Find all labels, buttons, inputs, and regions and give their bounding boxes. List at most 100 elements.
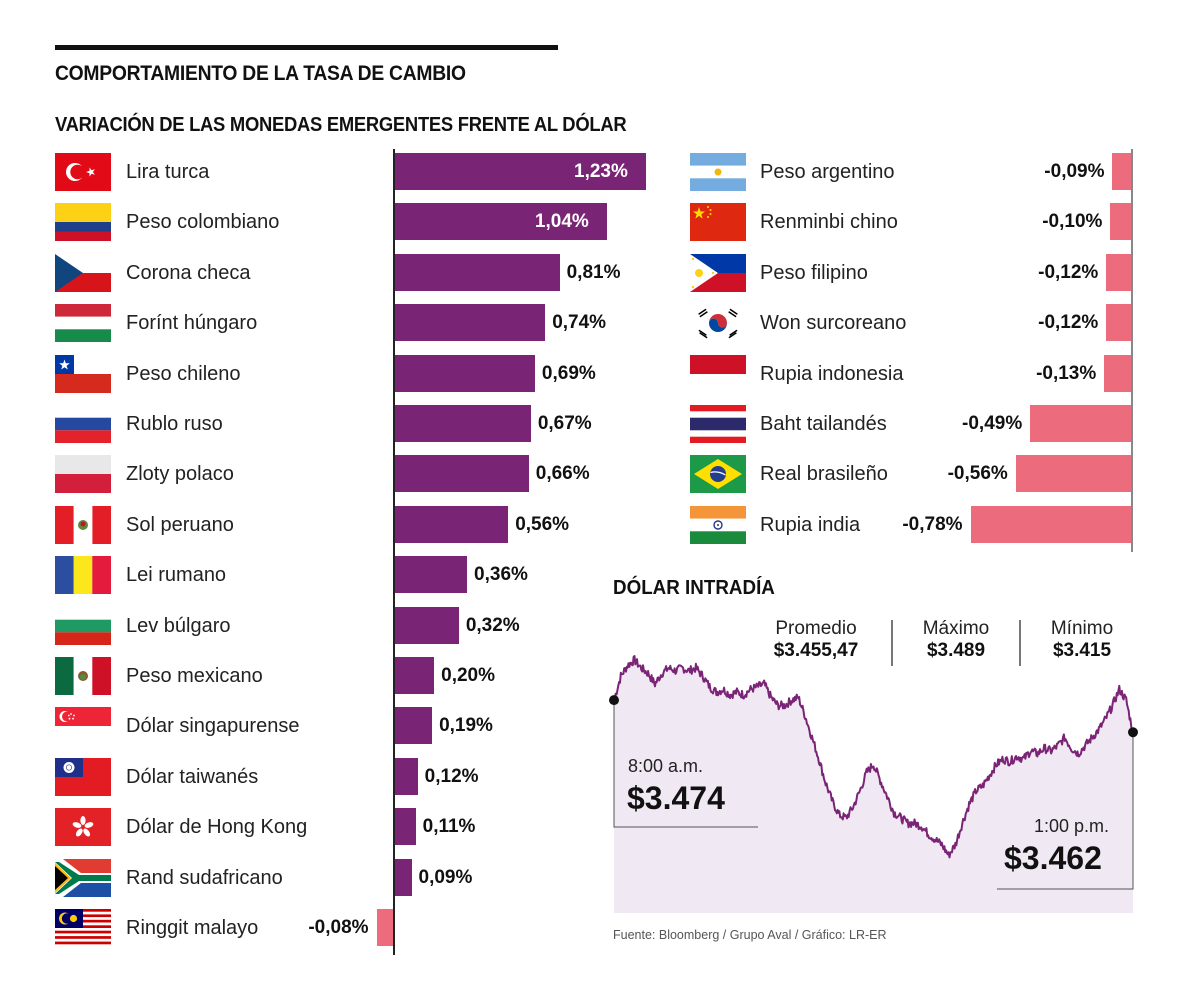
currency-name: Rupia india <box>760 513 861 536</box>
singapore-flag-icon <box>55 707 111 746</box>
value-label: 0,67% <box>537 413 592 434</box>
currency-name: Ringgit malayo <box>126 917 259 939</box>
stat-value: $3.415 <box>1052 640 1112 661</box>
bar-positive <box>393 657 435 694</box>
open-value-label: $3.474 <box>627 780 725 816</box>
bar-negative <box>1030 405 1131 442</box>
open-point-marker <box>609 695 619 706</box>
china-flag-icon <box>690 203 746 242</box>
value-label: 0,66% <box>535 463 590 485</box>
value-label: 0,20% <box>441 665 495 686</box>
value-label: 0,69% <box>541 362 596 384</box>
bar-positive <box>393 707 433 745</box>
currency-name: Baht tailandés <box>760 413 887 435</box>
stat-label: Mínimo <box>1050 618 1114 639</box>
currency-name: Rublo ruso <box>126 413 223 435</box>
bar-negative <box>1112 153 1131 190</box>
value-label: 0,19% <box>439 715 493 737</box>
currency-name: Dólar singapurense <box>126 715 300 738</box>
currency-name: Dólar taiwanés <box>126 765 259 788</box>
stat-divider <box>1019 620 1021 666</box>
value-label: -0,10% <box>1042 211 1103 233</box>
currency-name: Sol peruano <box>126 513 234 536</box>
bar-positive <box>393 354 535 392</box>
romania-flag-icon <box>55 556 111 595</box>
russia-flag-icon <box>55 405 111 443</box>
top-rule <box>55 45 558 50</box>
value-label: -0,08% <box>308 917 369 938</box>
value-label: 0,74% <box>552 312 607 334</box>
stat-minimo: Mínimo $3.415 <box>1036 618 1128 662</box>
value-label: -0,12% <box>1038 312 1099 334</box>
bar-negative <box>376 909 393 946</box>
value-label: 0,81% <box>566 261 621 283</box>
india-flag-icon <box>690 505 746 544</box>
colombia-flag-icon <box>55 203 111 242</box>
thailand-flag-icon <box>690 405 746 443</box>
open-callout-line <box>613 700 758 828</box>
currency-name: Lei rumano <box>126 564 227 587</box>
south-korea-flag-icon <box>690 304 746 343</box>
stat-label: Promedio <box>775 618 857 639</box>
page-title: COMPORTAMIENTO DE LA TASA DE CAMBIO <box>55 62 466 85</box>
value-label: 0,32% <box>465 614 520 636</box>
close-value-label: $3.462 <box>1004 840 1102 876</box>
bar-negative <box>1106 253 1131 291</box>
intraday-area <box>614 656 1133 913</box>
bar-positive <box>393 556 468 594</box>
value-label: 0,12% <box>424 765 479 787</box>
south-africa-flag-icon <box>55 858 111 897</box>
mexico-flag-icon <box>55 657 111 695</box>
close-time-label: 1:00 p.m. <box>1034 816 1110 836</box>
bar-negative <box>1106 304 1131 342</box>
value-label: 0,56% <box>515 513 570 535</box>
stat-promedio: Promedio $3.455,47 <box>760 618 872 662</box>
czech-flag-icon <box>55 253 111 292</box>
bulgaria-flag-icon <box>55 606 111 645</box>
bar-positive <box>393 455 529 493</box>
currency-name: Peso argentino <box>760 161 895 183</box>
bar-positive <box>393 505 509 543</box>
currency-name: Forínt húngaro <box>126 312 258 335</box>
currency-name: Peso mexicano <box>126 665 263 687</box>
currency-name: Dólar de Hong Kong <box>126 816 308 839</box>
taiwan-flag-icon <box>55 757 111 796</box>
bar-negative <box>1104 354 1131 392</box>
philippines-flag-icon <box>690 253 746 292</box>
value-label: 1,04% <box>534 211 589 233</box>
stat-value: $3.455,47 <box>773 640 859 661</box>
currency-name: Lira turca <box>126 161 210 183</box>
source-note: Fuente: Bloomberg / Grupo Aval / Gráfico… <box>613 928 887 942</box>
hungary-flag-icon <box>55 304 111 343</box>
open-time-label: 8:00 a.m. <box>628 756 704 776</box>
chile-flag-icon <box>55 354 111 393</box>
bar-positive <box>393 153 646 190</box>
bar-positive <box>393 606 459 644</box>
value-label: 0,36% <box>474 564 528 586</box>
stat-value: $3.489 <box>926 640 986 661</box>
stat-label: Máximo <box>922 618 990 639</box>
value-label: -0,12% <box>1038 261 1099 283</box>
value-label: 1,23% <box>574 161 628 182</box>
close-callout-line <box>997 732 1134 890</box>
poland-flag-icon <box>55 455 111 494</box>
currency-name: Peso filipino <box>760 261 868 284</box>
currency-name: Renminbi chino <box>760 211 898 234</box>
bar-negative <box>1110 203 1131 241</box>
value-label: -0,09% <box>1044 161 1105 182</box>
currency-name: Lev búlgaro <box>126 614 231 637</box>
intraday-line <box>613 655 1134 859</box>
currency-name: Real brasileño <box>760 463 888 486</box>
peru-flag-icon <box>55 505 111 544</box>
currency-name: Peso chileno <box>126 362 241 385</box>
value-label: -0,49% <box>962 413 1023 434</box>
value-label: -0,13% <box>1036 362 1097 384</box>
stat-divider <box>891 620 893 666</box>
value-label: 0,11% <box>422 816 476 838</box>
stat-maximo: Máximo $3.489 <box>910 618 1002 662</box>
currency-name: Rupia indonesia <box>760 362 904 385</box>
bar-positive <box>393 304 546 342</box>
bar-positive <box>393 757 418 795</box>
currency-name: Peso colombiano <box>126 211 280 234</box>
